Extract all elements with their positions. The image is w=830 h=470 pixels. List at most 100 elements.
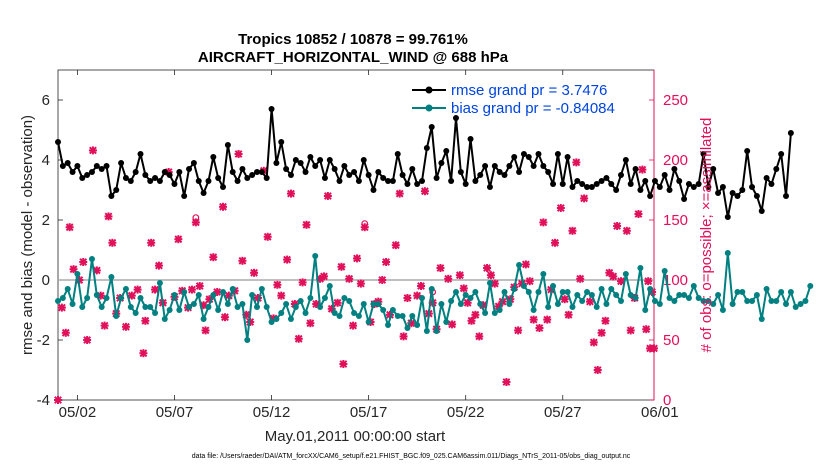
obs-assimilated-marker (151, 285, 160, 294)
rmse-point (297, 160, 304, 166)
y-left-tick-label: 0 (42, 272, 50, 289)
bias-series (55, 250, 814, 343)
rmse-point (326, 157, 333, 163)
obs-assimilated-marker (543, 315, 552, 324)
obs-assimilated-marker (219, 202, 228, 211)
obs-assimilated-marker (141, 316, 150, 325)
bias-point (700, 298, 707, 304)
rmse-point (681, 196, 688, 202)
legend-bias-label: bias grand pr = -0.84084 (451, 100, 615, 117)
rmse-point (501, 172, 508, 178)
bias-point (807, 283, 814, 289)
bias-point (472, 289, 479, 295)
bias-point (79, 304, 86, 310)
bias-point (321, 295, 328, 301)
rmse-point (506, 163, 513, 169)
data-file-footer: data file: /Users/raeder/DAI/ATM_forcXX/… (192, 453, 631, 460)
bias-point (690, 283, 697, 289)
obs-assimilated-marker (644, 277, 653, 286)
obs-assimilated-marker (613, 222, 622, 230)
rmse-point (574, 178, 581, 184)
rmse-point (695, 181, 702, 187)
rmse-point (79, 175, 86, 181)
rmse-point (550, 181, 557, 187)
bias-point (608, 286, 615, 292)
rmse-point (656, 184, 663, 190)
rmse-point (739, 187, 746, 193)
bias-point (113, 313, 120, 319)
bias-point (642, 307, 649, 313)
bias-point (656, 301, 663, 307)
bias-point (593, 304, 600, 310)
obs-assimilated-marker (403, 294, 412, 302)
obs-assimilated-marker (560, 295, 569, 304)
bias-point (452, 289, 459, 295)
rmse-point (122, 175, 129, 181)
rmse-point (186, 166, 193, 172)
rmse-point (438, 160, 445, 166)
bias-point (617, 298, 624, 304)
rmse-point (559, 181, 566, 187)
bias-point (253, 304, 260, 310)
bias-point (467, 295, 474, 301)
rmse-point (516, 169, 523, 175)
rmse-point (205, 178, 212, 184)
rmse-point (59, 163, 66, 169)
obs-assimilated-marker (601, 316, 610, 325)
obs-assimilated-marker (576, 274, 585, 283)
obs-assimilated-marker (69, 265, 78, 274)
bias-point (613, 292, 620, 298)
rmse-point (287, 172, 294, 178)
bias-point (210, 292, 217, 298)
bias-point (331, 310, 338, 316)
bias-point (491, 310, 498, 316)
rmse-point (409, 166, 416, 172)
bias-point (428, 286, 435, 292)
x-axis-label: May.01,2011 00:00:00 start (265, 428, 446, 445)
rmse-point (292, 157, 299, 163)
bias-point (574, 292, 581, 298)
bias-point (147, 304, 154, 310)
bias-point (249, 292, 256, 298)
bias-point (501, 289, 508, 295)
bias-point (93, 292, 100, 298)
obs-assimilated-marker (298, 278, 307, 287)
bias-point (220, 289, 227, 295)
bias-point (734, 289, 741, 295)
bias-point (84, 295, 91, 301)
bias-point (137, 295, 144, 301)
bias-point (787, 289, 794, 295)
obs-assimilated-marker (626, 326, 635, 335)
bias-point (768, 298, 775, 304)
rmse-point (593, 181, 600, 187)
rmse-point (763, 175, 770, 181)
bias-point (598, 286, 605, 292)
obs-assimilated-marker (486, 271, 495, 280)
rmse-point (181, 193, 188, 199)
rmse-point (385, 178, 392, 184)
rmse-point (312, 163, 319, 169)
rmse-point (477, 172, 484, 178)
obs-assimilated-marker (104, 212, 113, 221)
rmse-point (69, 169, 76, 175)
rmse-point (685, 181, 692, 187)
obs-assimilated-marker (345, 274, 354, 283)
y-right-tick-label: 250 (663, 92, 688, 109)
bias-point (375, 301, 382, 307)
obs-assimilated-marker (580, 194, 589, 203)
obs-assimilated-marker (529, 315, 538, 324)
rmse-point (55, 139, 61, 145)
y-right-tick-label: 50 (663, 332, 680, 349)
bias-point (355, 313, 362, 319)
rmse-point (423, 145, 430, 151)
bias-point (724, 250, 731, 256)
obs-assimilated-marker (54, 396, 62, 404)
obs-assimilated-marker (593, 366, 602, 374)
rmse-point (346, 172, 353, 178)
obs-assimilated-marker (556, 204, 565, 212)
rmse-point (171, 181, 178, 187)
obs-assimilated-marker (539, 218, 548, 227)
rmse-point (88, 169, 95, 175)
bias-point (74, 271, 81, 277)
bias-point (554, 301, 561, 307)
